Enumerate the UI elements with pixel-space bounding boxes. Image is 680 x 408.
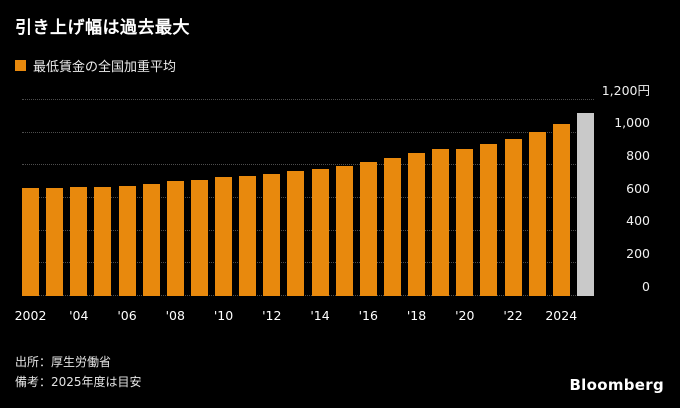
x-axis-tick-label: 2002 <box>14 308 47 323</box>
x-axis-slot: 2002 <box>15 308 47 324</box>
bar-2021 <box>480 144 498 296</box>
x-axis-tick-label: 2024 <box>545 308 578 323</box>
x-axis-slot <box>191 308 208 324</box>
x-axis-slot: '14 <box>310 308 330 324</box>
x-axis-slot <box>287 308 304 324</box>
x-axis-tick-label: '20 <box>455 308 475 323</box>
bar-2002 <box>22 187 39 296</box>
y-axis-tick-label: 0 <box>642 278 650 294</box>
bar-2023 <box>528 132 546 296</box>
x-axis-slot: '18 <box>406 308 427 324</box>
gridline <box>22 197 594 198</box>
y-axis-tick-label: 600 <box>626 180 650 196</box>
x-axis-slot: '04 <box>69 308 89 324</box>
x-axis-tick-label: '04 <box>69 308 89 323</box>
gridline <box>22 164 594 166</box>
x-axis-slot <box>239 308 256 324</box>
x-axis-slot: '12 <box>262 308 282 324</box>
gridline <box>22 229 594 231</box>
x-axis-slot <box>384 308 401 324</box>
gridline <box>22 262 594 264</box>
x-axis-slot <box>432 308 449 324</box>
gridline <box>22 295 594 296</box>
legend-label: 最低賃金の全国加重平均 <box>33 60 177 75</box>
bar-2024 <box>552 123 570 296</box>
bar-2013 <box>287 171 305 296</box>
bar-2015 <box>335 165 353 296</box>
bar-2007 <box>142 183 160 296</box>
bar-2018 <box>408 153 425 296</box>
x-axis-slot <box>143 308 160 324</box>
legend-swatch-icon <box>15 60 26 71</box>
y-axis-tick-label: 1,000 <box>614 115 650 131</box>
x-axis-slot <box>577 308 594 324</box>
y-axis-tick-label: 800 <box>626 147 650 163</box>
x-axis-tick-label: '08 <box>165 308 185 323</box>
bar-2009 <box>190 179 208 296</box>
bar-2025 <box>576 113 594 296</box>
bar-2010 <box>215 176 232 296</box>
footer: 出所：厚生労働省 備考：2025年度は目安 <box>15 352 142 393</box>
x-axis-tick-label: '06 <box>117 308 137 323</box>
x-axis-slot: 2024 <box>545 308 577 324</box>
source-note: 出所：厚生労働省 <box>15 355 112 369</box>
y-axis: 0 200 400 600 800 1,000 1,200円 <box>600 84 650 296</box>
x-axis-slot <box>46 308 63 324</box>
remark-note: 備考：2025年度は目安 <box>15 375 142 390</box>
y-axis-tick-label: 400 <box>626 213 650 229</box>
bar-2003 <box>46 187 64 296</box>
x-axis-slot <box>480 308 497 324</box>
bar-2004 <box>70 187 88 296</box>
x-axis-tick-label: '22 <box>503 308 523 323</box>
x-axis-tick-label: '12 <box>262 308 282 323</box>
bar-2022 <box>504 139 522 296</box>
bars <box>22 100 594 296</box>
x-axis: 2002 '04 '06 '08 '10 '12 '14 '16 '18 '20 '22 2024 <box>15 308 594 324</box>
x-axis-slot: '06 <box>117 308 137 324</box>
bar-2020 <box>456 148 474 296</box>
x-axis-slot <box>529 308 546 324</box>
bar-2006 <box>118 186 136 296</box>
x-axis-slot: '10 <box>213 308 234 324</box>
bar-2012 <box>263 173 281 296</box>
bar-2011 <box>239 175 257 296</box>
x-axis-slot <box>336 308 353 324</box>
x-axis-slot: '20 <box>455 308 475 324</box>
x-axis-slot: '22 <box>503 308 523 324</box>
x-axis-slot: '08 <box>165 308 185 324</box>
x-axis-slot <box>94 308 111 324</box>
bar-2019 <box>432 148 450 296</box>
gridline <box>22 131 594 133</box>
bar-2017 <box>383 157 401 296</box>
x-axis-slot: '16 <box>358 308 378 324</box>
gridline <box>22 99 594 100</box>
legend: 最低賃金の全国加重平均 <box>15 56 176 75</box>
bar-2016 <box>359 161 377 296</box>
x-axis-tick-label: '10 <box>213 308 234 323</box>
x-axis-tick-label: '16 <box>358 308 378 323</box>
y-axis-tick-label: 1,200円 <box>601 82 650 98</box>
plot-area <box>22 99 594 296</box>
bloomberg-logo: Bloomberg <box>569 376 664 394</box>
bar-2005 <box>94 186 112 296</box>
bar-2014 <box>311 168 329 296</box>
x-axis-tick-label: '18 <box>406 308 427 323</box>
x-axis-tick-label: '14 <box>310 308 330 323</box>
y-axis-tick-label: 200 <box>626 245 650 261</box>
bar-2008 <box>166 181 184 296</box>
chart-title: 引き上げ幅は過去最大 <box>15 18 190 38</box>
